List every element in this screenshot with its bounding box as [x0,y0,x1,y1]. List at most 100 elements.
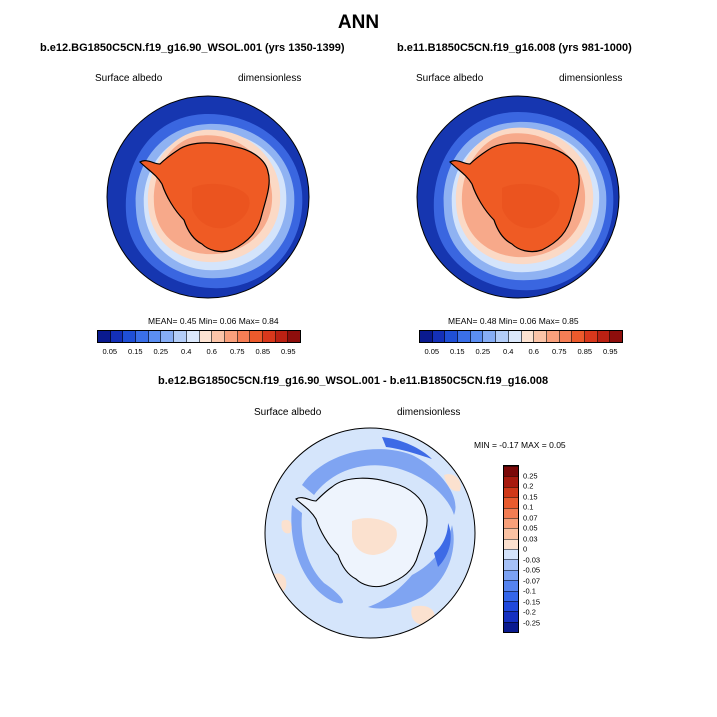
diff-polar-map [264,427,476,639]
right-panel-title: b.e11.B1850C5CN.f19_g16.008 (yrs 981-100… [397,42,632,54]
colorbar-cell [504,580,518,591]
colorbar-tick-label: 0.85 [577,347,593,356]
diff-variable-label: Surface albedo [254,407,322,418]
colorbar-tick-label: 0.6 [528,347,539,356]
colorbar-cell [504,538,518,549]
colorbar-cell [504,517,518,529]
colorbar-cell [470,331,484,342]
colorbar-tick-label: 0.15 [449,347,465,356]
colorbar-tick-label: 0.4 [503,347,514,356]
colorbar-cell [237,331,251,342]
colorbar-cell [110,331,124,342]
colorbar-cell [504,497,518,508]
colorbar-cell [504,611,518,622]
colorbar-cell [432,331,446,342]
main-title: ANN [337,12,380,33]
colorbar-tick-label: 0.15 [523,492,538,501]
colorbar-tick-label: 0.75 [229,347,245,356]
colorbar-cell [496,331,509,342]
colorbar-cell [136,331,149,342]
diff-units-label: dimensionless [397,407,461,418]
left-units-label: dimensionless [238,73,302,84]
diff-negative-band [291,505,344,604]
colorbar-tick-label: -0.03 [523,555,541,564]
colorbar-tick-label: -0.2 [523,607,536,617]
right-colorbar [419,330,623,343]
colorbar-cell [262,331,276,342]
colorbar-tick-label: -0.15 [523,597,541,606]
colorbar-tick-label: -0.07 [523,576,541,585]
left-stats: MEAN= 0.45 Min= 0.06 Max= 0.84 [148,316,279,326]
diff-positive-patch [281,519,292,534]
colorbar-cell [504,590,518,601]
colorbar-cell [504,486,518,498]
diff-colorbar-labels: -0.25 -0.2 -0.15 -0.1 -0.07 -0.05 -0.03 0 0.03 0.… [523,465,563,631]
colorbar-tick-label: 0 [523,544,528,554]
colorbar-tick-label: 0.75 [551,347,567,356]
colorbar-tick-label: 0.1 [523,502,534,512]
left-variable-label: Surface albedo [95,73,163,84]
colorbar-cell [584,331,598,342]
colorbar-tick-label: -0.1 [523,586,536,596]
colorbar-cell [504,569,518,581]
colorbar-tick-label: 0.95 [602,347,618,356]
colorbar-cell [458,331,471,342]
colorbar-cell [508,331,522,342]
colorbar-cell [559,331,573,342]
colorbar-tick-label: 0.4 [181,347,192,356]
colorbar-cell [174,331,187,342]
colorbar-cell [212,331,225,342]
colorbar-tick-label: 0.05 [424,347,440,356]
colorbar-tick-label: 0.25 [153,347,169,356]
colorbar-cell [504,507,518,518]
diff-strong-negative [382,437,432,459]
colorbar-cell [123,331,137,342]
colorbar-cell [199,331,213,342]
colorbar-cell [521,331,535,342]
colorbar-cell [546,331,560,342]
colorbar-cell [534,331,547,342]
diff-positive-patch [444,474,461,492]
colorbar-cell [572,331,585,342]
diff-stats: MIN = -0.17 MAX = 0.05 [474,440,566,450]
colorbar-tick-label: 0.25 [475,347,491,356]
colorbar-cell [504,559,518,570]
colorbar-cell [288,331,300,342]
colorbar-tick-label: 0.85 [255,347,271,356]
left-colorbar [97,330,301,343]
left-panel-title: b.e12.BG1850C5CN.f19_g16.90_WSOL.001 (yr… [40,42,345,54]
colorbar-cell [161,331,175,342]
diff-negative-band [302,449,456,515]
diff-strong-negative [434,523,451,567]
right-variable-label: Surface albedo [416,73,484,84]
colorbar-tick-label: 0.25 [523,471,538,480]
colorbar-tick-label: 0.03 [523,534,538,543]
colorbar-cell [148,331,162,342]
colorbar-tick-label: -0.25 [523,618,541,627]
colorbar-cell [504,466,518,477]
right-stats: MEAN= 0.48 Min= 0.06 Max= 0.85 [448,316,579,326]
diff-negative-band [368,525,454,609]
colorbar-cell [186,331,200,342]
colorbar-cell [504,600,518,612]
colorbar-cell [504,528,518,539]
colorbar-tick-label: 0.05 [523,523,538,533]
colorbar-tick-label: 0.15 [127,347,143,356]
colorbar-tick-label: 0.95 [280,347,296,356]
colorbar-tick-label: 0.07 [523,513,538,522]
colorbar-cell [224,331,238,342]
right-units-label: dimensionless [559,73,623,84]
colorbar-cell [610,331,622,342]
colorbar-cell [420,331,433,342]
colorbar-cell [504,549,518,560]
colorbar-cell [98,331,111,342]
colorbar-cell [250,331,263,342]
colorbar-cell [597,331,611,342]
colorbar-cell [504,621,518,632]
colorbar-cell [275,331,289,342]
colorbar-tick-label: 0.6 [206,347,217,356]
antarctica-interior [192,183,250,229]
right-polar-map [416,95,620,299]
colorbar-cell [445,331,459,342]
colorbar-tick-label: -0.05 [523,565,541,575]
